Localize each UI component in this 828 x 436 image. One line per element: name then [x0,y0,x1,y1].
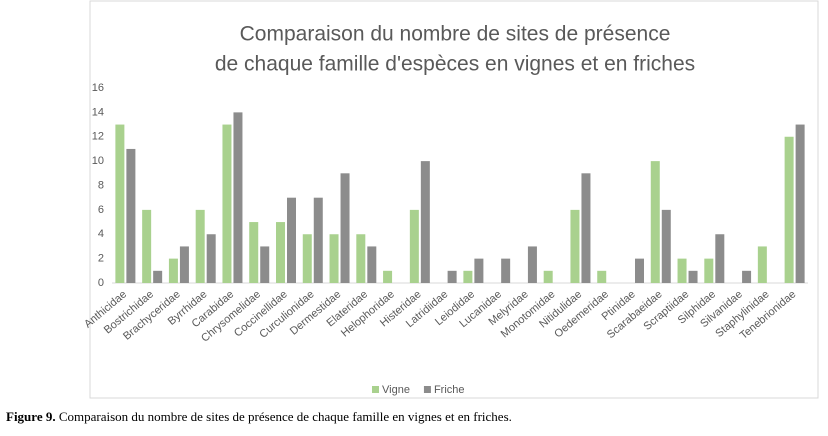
bar [543,270,553,283]
bar [233,112,243,283]
bar [313,197,323,283]
bar [447,270,457,283]
y-tick-label: 14 [92,106,104,118]
bar [635,258,644,283]
bar [795,124,805,283]
bar [195,209,205,283]
bar [222,124,232,283]
bar [153,270,163,283]
bar [383,270,393,283]
bar [597,270,607,283]
legend-label: Friche [434,384,465,396]
chart: Comparaison du nombre de sites de présen… [82,0,819,399]
bar [581,173,591,283]
caption-label: Figure 9. [6,409,56,424]
legend-swatch [372,386,379,393]
bar [168,258,178,283]
chart-title: Comparaison du nombre de sites de présen… [240,23,671,46]
bar [249,222,259,283]
bar [474,258,484,283]
y-tick-label: 6 [98,204,104,216]
bar [329,234,339,283]
bar [356,234,366,283]
bar [757,246,767,283]
bar [142,209,152,283]
bar [260,246,270,283]
bar [677,258,687,283]
y-tick-label: 12 [92,131,104,143]
bar [340,173,350,283]
bar [420,161,430,283]
bar [115,124,125,283]
bar [276,222,285,283]
caption-text: Comparaison du nombre de sites de présen… [58,409,512,424]
bar [688,270,698,283]
y-tick-label: 0 [98,277,104,289]
y-tick-label: 4 [98,228,104,240]
caption: Figure 9. Comparaison du nombre de sites… [6,409,512,425]
legend-label: Vigne [382,384,410,396]
bar [287,197,296,283]
y-tick-label: 16 [92,82,104,94]
bar [501,258,511,283]
bar [570,209,580,283]
bar [409,209,419,283]
chart-frame [89,0,819,399]
bar [302,234,312,283]
y-tick-label: 8 [98,179,104,191]
bar [179,246,189,283]
bar [650,161,660,283]
bar [784,136,794,283]
y-tick-label: 2 [98,253,104,265]
bar [661,209,671,283]
bar [715,234,725,283]
bar [463,270,473,283]
legend-swatch [423,386,431,393]
bar [206,234,216,283]
chart-title: de chaque famille d'espèces en vignes et… [215,53,695,76]
bar [704,258,714,283]
bar [527,246,537,283]
bar [126,148,136,283]
bar [742,270,752,283]
y-tick-label: 10 [92,155,104,167]
bar [367,246,377,283]
